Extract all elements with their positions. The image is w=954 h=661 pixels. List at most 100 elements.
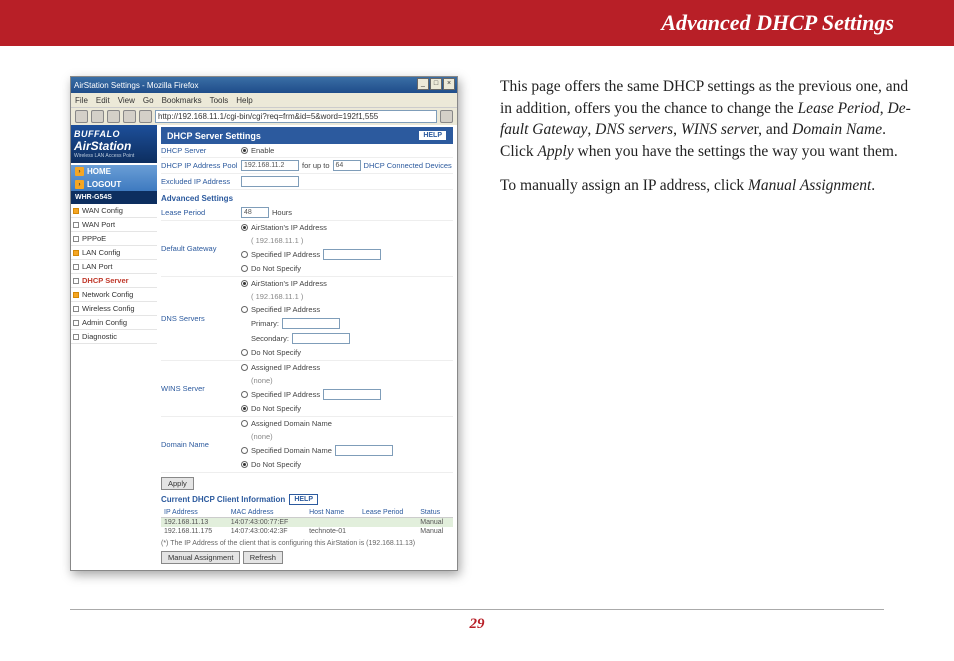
sidebar-item-wan-config[interactable]: WAN Config xyxy=(71,204,157,218)
table-row: 192.168.11.13 14:07:43:00:77:EF Manual xyxy=(161,518,453,528)
menu-bookmarks[interactable]: Bookmarks xyxy=(162,96,202,105)
row-wins: WINS Server Assigned IP Address (none) S… xyxy=(161,361,453,417)
model-label: WHR-G54S xyxy=(71,191,157,204)
address-text: http://192.168.11.1/cgi-bin/cgi?req=frm&… xyxy=(158,112,378,121)
minimize-button[interactable]: _ xyxy=(417,78,429,90)
pool-for-up-to: for up to xyxy=(302,161,330,170)
panel-title-bar: DHCP Server Settings HELP xyxy=(161,127,453,144)
row-domain: Domain Name Assigned Domain Name (none) … xyxy=(161,417,453,473)
sidebar-item-wan-port[interactable]: WAN Port xyxy=(71,218,157,232)
radio-dns-airstation[interactable] xyxy=(241,280,248,287)
bullet-icon xyxy=(73,306,79,312)
browser-toolbar: http://192.168.11.1/cgi-bin/cgi?req=frm&… xyxy=(71,107,457,125)
radio-domain-specified[interactable] xyxy=(241,447,248,454)
opt-label: Specified IP Address xyxy=(251,390,320,399)
opt-label: Specified IP Address xyxy=(251,305,320,314)
radio-gw-none[interactable] xyxy=(241,265,248,272)
cell: 14:07:43:00:77:EF xyxy=(228,518,306,528)
menu-view[interactable]: View xyxy=(118,96,135,105)
opt-label: Assigned Domain Name xyxy=(251,419,332,428)
sidebar-item-label: WAN Config xyxy=(82,206,123,215)
menu-go[interactable]: Go xyxy=(143,96,154,105)
opt-sub: (none) xyxy=(251,432,273,441)
paragraph-2: To manually assign an IP address, click … xyxy=(500,175,914,197)
gw-specified-input[interactable] xyxy=(323,249,381,260)
close-button[interactable]: × xyxy=(443,78,455,90)
radio-wins-assigned[interactable] xyxy=(241,364,248,371)
reload-button[interactable] xyxy=(107,110,120,123)
home-nav-button[interactable]: ›HOME xyxy=(71,165,157,178)
radio-wins-none[interactable] xyxy=(241,405,248,412)
sidebar-item-dhcp-server[interactable]: DHCP Server xyxy=(71,274,157,288)
sidebar-item-network-config[interactable]: Network Config xyxy=(71,288,157,302)
excluded-input[interactable] xyxy=(241,176,299,187)
lease-input[interactable]: 48 xyxy=(241,207,269,218)
sidebar-item-admin-config[interactable]: Admin Config xyxy=(71,316,157,330)
menu-file[interactable]: File xyxy=(75,96,88,105)
opt-sub: ( 192.168.11.1 ) xyxy=(251,236,303,245)
cell: technote-01 xyxy=(306,527,359,536)
screenshot-column: AirStation Settings - Mozilla Firefox _ … xyxy=(70,76,470,571)
sidebar-item-lan-config[interactable]: LAN Config xyxy=(71,246,157,260)
value-enable: Enable xyxy=(251,146,274,155)
wins-input[interactable] xyxy=(323,389,381,400)
stop-button[interactable] xyxy=(123,110,136,123)
pool-from-input[interactable]: 192.168.11.2 xyxy=(241,160,299,171)
page-banner: Advanced DHCP Settings xyxy=(0,0,954,46)
domain-input[interactable] xyxy=(335,445,393,456)
home-button[interactable] xyxy=(139,110,152,123)
radio-domain-assigned[interactable] xyxy=(241,420,248,427)
menu-help[interactable]: Help xyxy=(236,96,252,105)
manual-assignment-button[interactable]: Manual Assignment xyxy=(161,551,240,564)
menu-tools[interactable]: Tools xyxy=(210,96,229,105)
sidebar-item-label: Admin Config xyxy=(82,318,127,327)
page-number: 29 xyxy=(0,616,954,633)
radio-enable[interactable] xyxy=(241,147,248,154)
radio-gw-airstation[interactable] xyxy=(241,224,248,231)
logout-nav-button[interactable]: ›LOGOUT xyxy=(71,178,157,191)
refresh-button[interactable]: Refresh xyxy=(243,551,283,564)
menu-edit[interactable]: Edit xyxy=(96,96,110,105)
help-button[interactable]: HELP xyxy=(418,130,447,141)
back-button[interactable] xyxy=(75,110,88,123)
dhcp-connected-link[interactable]: DHCP Connected Devices xyxy=(364,161,452,170)
sidebar-item-label: LAN Port xyxy=(82,262,112,271)
pool-count-input[interactable]: 64 xyxy=(333,160,361,171)
radio-gw-specified[interactable] xyxy=(241,251,248,258)
radio-domain-none[interactable] xyxy=(241,461,248,468)
main-panel: DHCP Server Settings HELP DHCP Server En… xyxy=(157,125,457,570)
bullet-icon xyxy=(73,222,79,228)
help-button-clients[interactable]: HELP xyxy=(289,494,318,505)
dns-primary-input[interactable] xyxy=(282,318,340,329)
bullet-icon xyxy=(73,278,79,284)
label-dhcp-server: DHCP Server xyxy=(161,146,241,155)
label-dns: DNS Servers xyxy=(161,314,241,323)
opt-sub: ( 192.168.11.1 ) xyxy=(251,292,303,301)
radio-wins-specified[interactable] xyxy=(241,391,248,398)
row-dhcp-server: DHCP Server Enable xyxy=(161,144,453,158)
sidebar-item-lan-port[interactable]: LAN Port xyxy=(71,260,157,274)
row-address-pool: DHCP IP Address Pool 192.168.11.2 for up… xyxy=(161,158,453,174)
client-table: IP Address MAC Address Host Name Lease P… xyxy=(161,508,453,536)
sidebar-item-diagnostic[interactable]: Diagnostic xyxy=(71,330,157,344)
sidebar-item-wireless-config[interactable]: Wireless Config xyxy=(71,302,157,316)
row-lease: Lease Period 48Hours xyxy=(161,205,453,221)
label-domain: Domain Name xyxy=(161,440,241,449)
opt-label: Do Not Specify xyxy=(251,460,301,469)
forward-button[interactable] xyxy=(91,110,104,123)
browser-window: AirStation Settings - Mozilla Firefox _ … xyxy=(70,76,458,571)
sidebar-item-pppoe[interactable]: PPPoE xyxy=(71,232,157,246)
radio-dns-none[interactable] xyxy=(241,349,248,356)
go-button[interactable] xyxy=(440,110,453,123)
radio-dns-specified[interactable] xyxy=(241,306,248,313)
bullet-icon xyxy=(73,334,79,340)
dns-secondary-input[interactable] xyxy=(292,333,350,344)
address-bar[interactable]: http://192.168.11.1/cgi-bin/cgi?req=frm&… xyxy=(155,110,437,123)
maximize-button[interactable]: □ xyxy=(430,78,442,90)
bullet-icon xyxy=(73,250,79,256)
opt-label: Specified IP Address xyxy=(251,250,320,259)
sidebar: BUFFALO AirStation Wireless LAN Access P… xyxy=(71,125,157,570)
cell: 192.168.11.175 xyxy=(161,527,228,536)
row-dns: DNS Servers AirStation's IP Address ( 19… xyxy=(161,277,453,361)
apply-button[interactable]: Apply xyxy=(161,477,194,490)
